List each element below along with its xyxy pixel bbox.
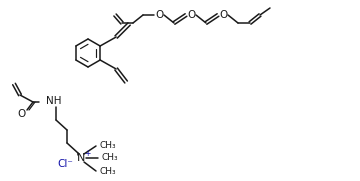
- Text: +: +: [84, 148, 90, 157]
- Text: O: O: [18, 109, 26, 119]
- Text: CH₃: CH₃: [99, 140, 116, 150]
- Text: CH₃: CH₃: [101, 153, 118, 163]
- Text: N: N: [77, 153, 85, 163]
- Text: NH: NH: [46, 96, 62, 106]
- Text: O: O: [187, 10, 195, 20]
- Text: O: O: [219, 10, 227, 20]
- Text: O: O: [155, 10, 163, 20]
- Text: Cl⁻: Cl⁻: [57, 159, 73, 169]
- Text: CH₃: CH₃: [99, 167, 116, 176]
